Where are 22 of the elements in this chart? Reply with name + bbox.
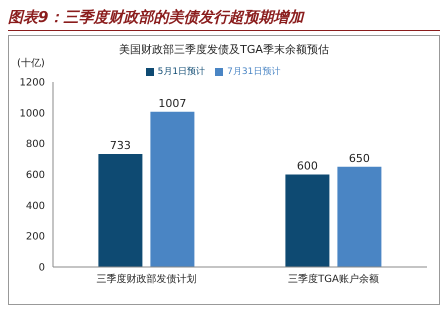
y-tick-label: 0 <box>38 262 45 274</box>
data-label: 733 <box>110 138 131 152</box>
bar <box>150 112 194 267</box>
y-axis-title: (十亿) <box>17 56 45 70</box>
data-label: 600 <box>296 160 318 172</box>
legend-label: 7月31日预计 <box>227 67 280 77</box>
y-tick-label: 600 <box>26 170 45 182</box>
y-tick-label: 800 <box>26 139 45 150</box>
data-label: 650 <box>348 152 370 165</box>
y-tick-label: 200 <box>26 232 45 243</box>
y-tick-label: 1000 <box>20 108 45 120</box>
data-label: 1007 <box>158 96 186 110</box>
legend-label: 5月1日预计 <box>158 67 206 77</box>
chart-subtitle: 美国财政部三季度发债及TGA季末余额预估 <box>118 42 330 57</box>
bar <box>337 166 382 267</box>
y-tick-label: 1200 <box>20 78 45 89</box>
bar <box>98 154 142 267</box>
y-tick-label: 400 <box>26 200 45 212</box>
bar <box>285 174 330 267</box>
x-tick-label: 三季度TGA账户余额 <box>288 273 379 286</box>
x-tick-label: 三季度财政部发债计划 <box>96 273 196 286</box>
chart-title: 图表9：三季度财政部的美债发行超预期增加 <box>8 8 440 31</box>
